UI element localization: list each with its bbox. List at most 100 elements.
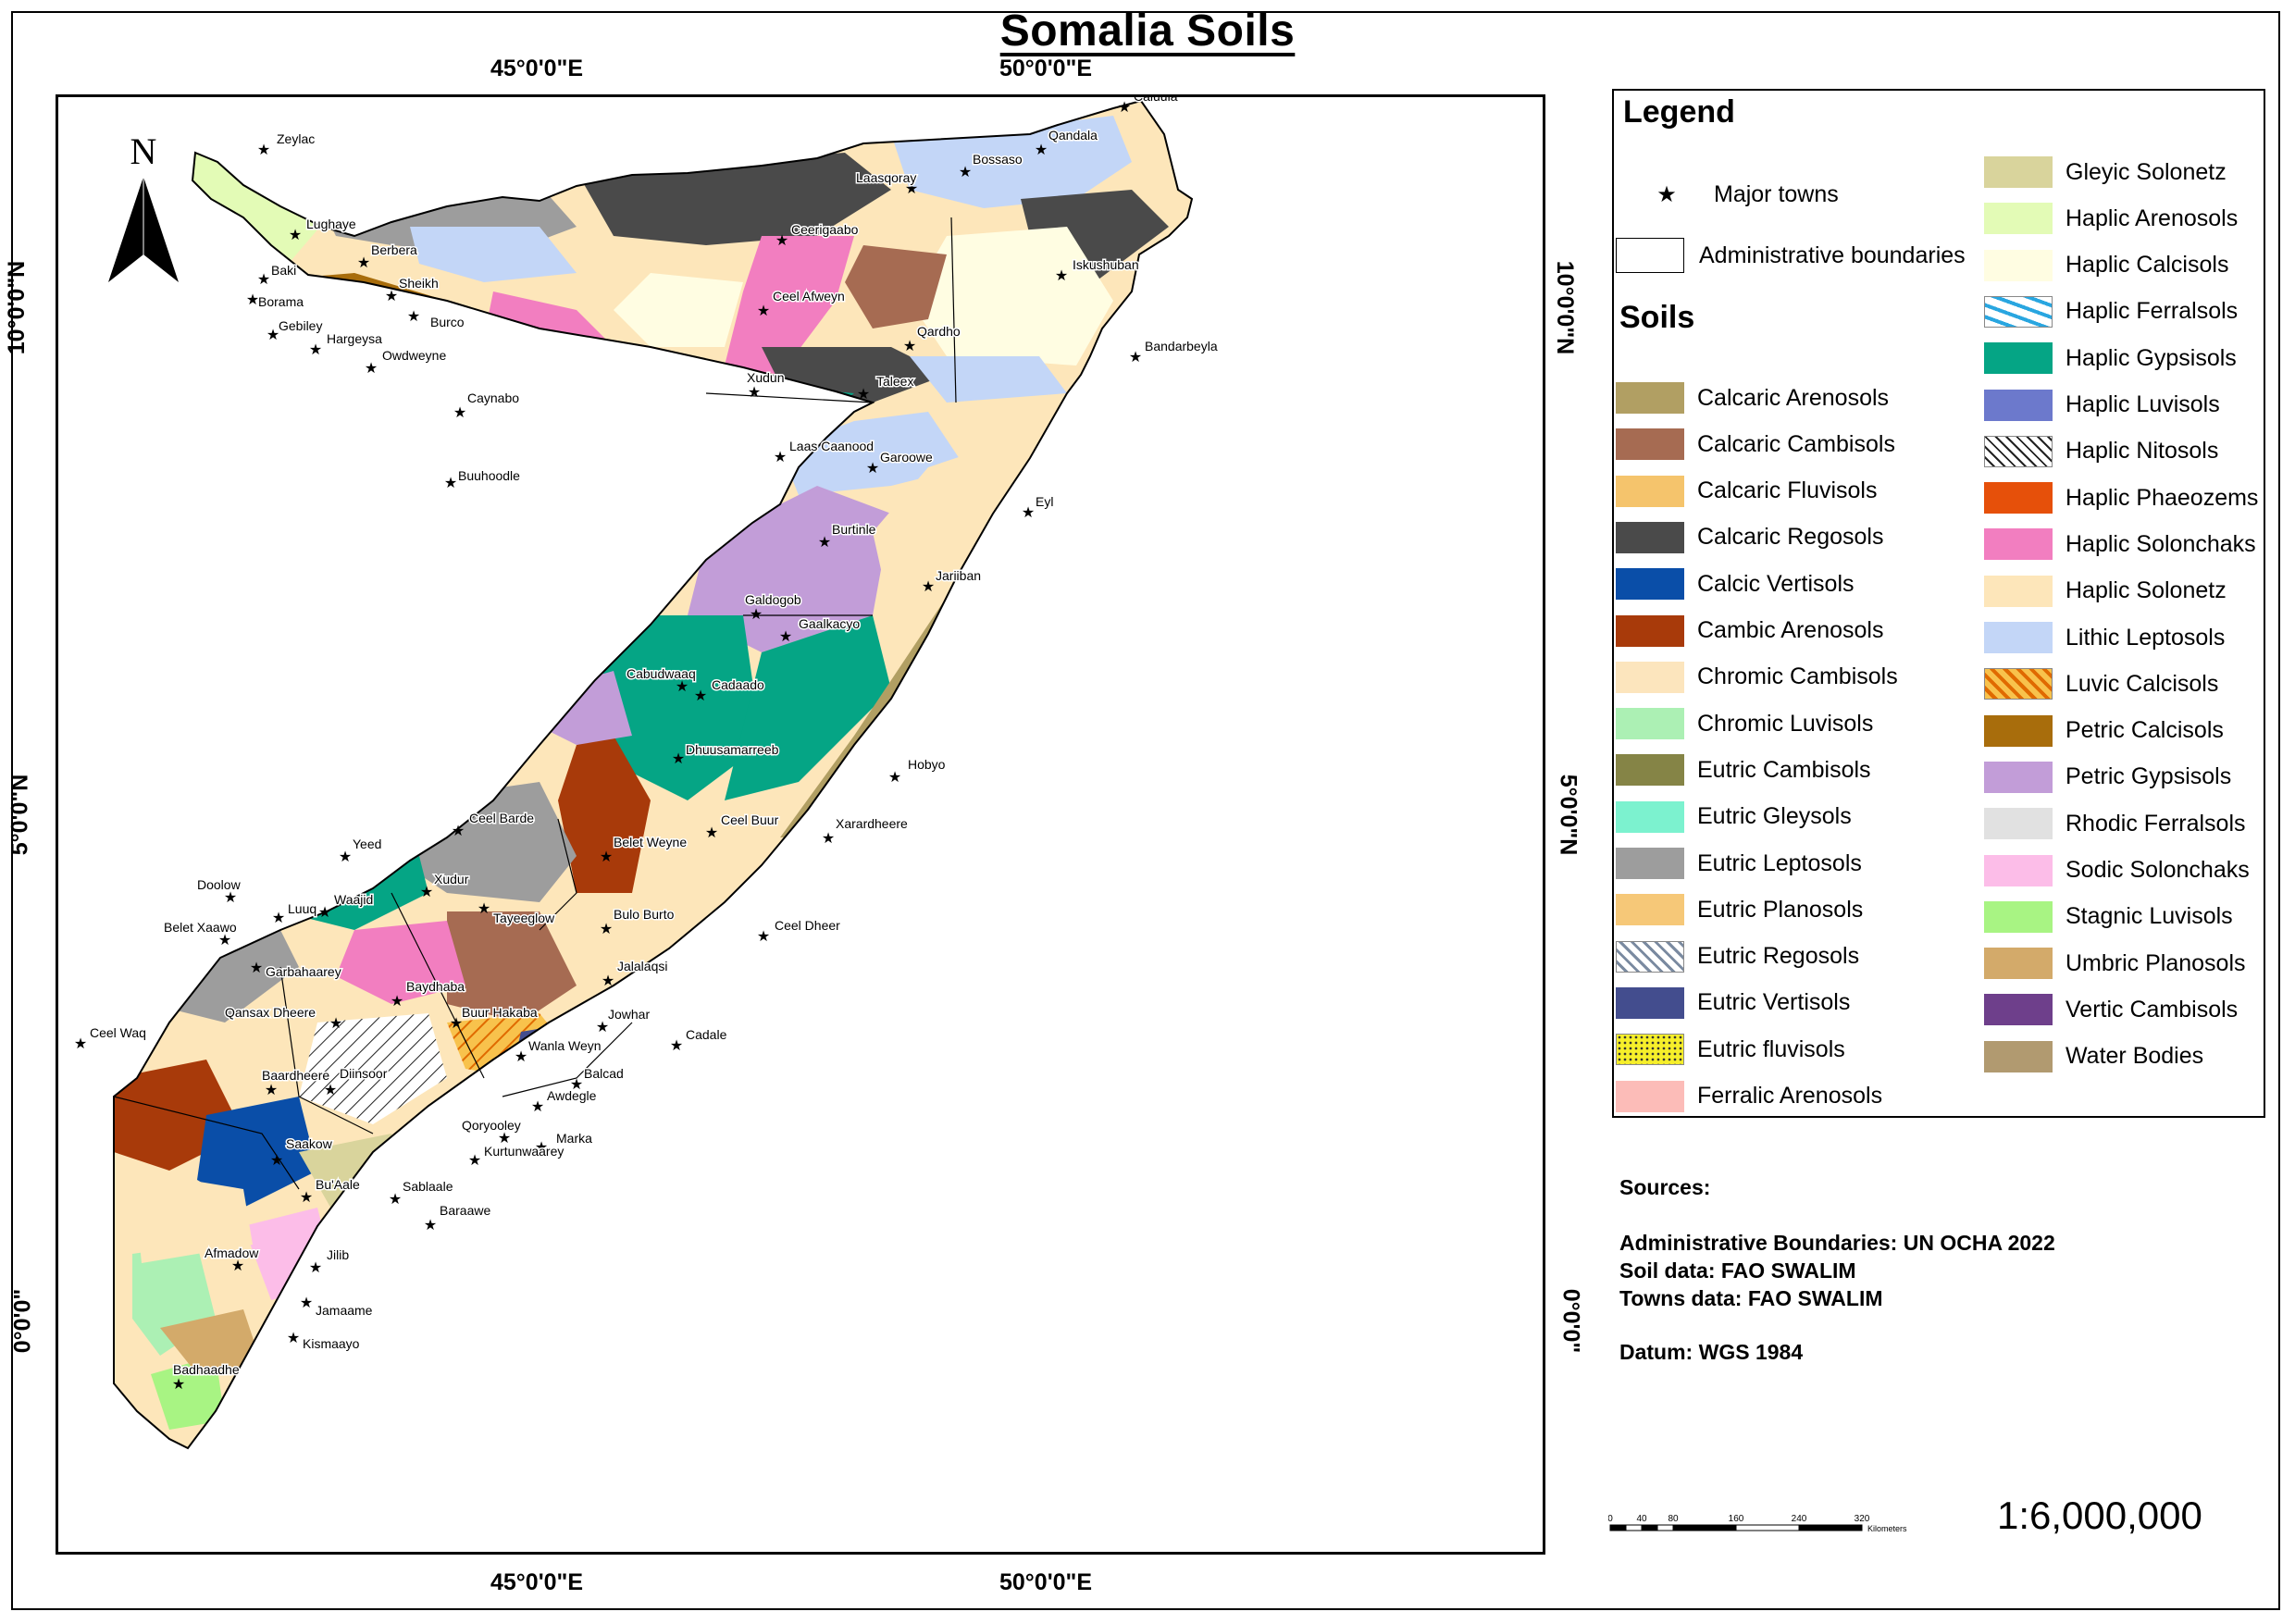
town-label: Borama	[258, 294, 304, 309]
star-icon: ★	[74, 1035, 87, 1052]
star-icon: ★	[267, 326, 279, 343]
town-marker: ★ Kurtunwaarey	[468, 1143, 565, 1170]
town-label: Wanla Weyn	[528, 1038, 602, 1053]
town-marker: ★Tayeeglow	[478, 899, 557, 927]
star-icon: ★	[672, 750, 685, 767]
star-icon: ★	[444, 474, 457, 491]
legend-admin-row: Administrative boundaries	[1616, 237, 1966, 274]
star-icon: ★	[748, 383, 761, 401]
soil-label: Calcaric Fluvisols	[1697, 477, 1878, 504]
star-icon: ★	[705, 824, 718, 841]
coord-left-5: 5°0'0"N	[6, 774, 33, 856]
soil-eutric-regosols	[540, 356, 632, 403]
soil-leptosols-sheikh	[410, 227, 577, 282]
star-icon: ★	[498, 1129, 511, 1147]
town-marker: ★ Jamaame	[300, 1294, 374, 1320]
star-icon: ★	[694, 687, 707, 704]
soil-swatch	[1984, 575, 2053, 607]
map-title: Somalia Soils	[999, 6, 1296, 56]
soil-label: Chromic Luvisols	[1697, 710, 1874, 737]
star-icon: ★	[272, 909, 285, 926]
soil-haplic-calcisols	[910, 227, 1113, 366]
town-marker: ★ Luuq	[272, 900, 318, 927]
star-icon: ★	[570, 1075, 583, 1093]
soil-swatch	[1984, 808, 2053, 840]
sources-soil: Soil data: FAO SWALIM	[1619, 1258, 1856, 1283]
town-label: Taleex	[876, 374, 913, 389]
legend-soil-item: Calcaric Arenosols	[1616, 379, 1889, 416]
admin-line	[502, 1022, 633, 1097]
soil-swatch	[1984, 528, 2053, 561]
soil-gypsisols-dhuusamarreeb	[595, 615, 762, 800]
star-icon: ★	[257, 270, 270, 288]
legend-soil-item: Calcaric Cambisols	[1616, 426, 1895, 463]
town-label: Marka	[556, 1131, 592, 1146]
legend-soil-item: Eutric Gleysols	[1616, 799, 1852, 836]
town-marker: ★Caynabo	[453, 390, 521, 422]
soil-swatch	[1616, 940, 1684, 973]
town-marker: ★Borama	[246, 291, 305, 311]
scale-segment	[1798, 1524, 1863, 1531]
scale-unit-label: Kilometers	[1867, 1524, 1907, 1533]
town-marker: ★Baraawe	[424, 1202, 492, 1234]
star-icon: ★	[757, 927, 770, 945]
scale-ratio: 1:6,000,000	[1997, 1494, 2202, 1537]
soil-haplic-nitosols	[299, 1013, 447, 1124]
soil-swatch	[1984, 854, 2053, 886]
map-panel[interactable]: N ★ Zeylac ★ Lughaye ★ Baki ★ Borama ★ Gebiley ★ Ha…	[56, 94, 1545, 1555]
town-label: Baraawe	[440, 1203, 490, 1218]
town-marker: ★ Garbahaarey	[250, 959, 342, 981]
town-label: Cadale	[686, 1027, 727, 1042]
star-icon: ★	[822, 829, 835, 847]
legend-soil-item: Lithic Leptosols	[1984, 619, 2225, 656]
town-marker: ★Bossaso	[959, 151, 1024, 181]
town-marker: ★Qandala	[1035, 127, 1099, 159]
scale-tick-label: 40	[1636, 1514, 1647, 1524]
town-label: Sheikh	[399, 276, 439, 291]
town-marker: ★Sheikh	[385, 275, 440, 305]
town-label: Belet Weyne	[614, 835, 687, 849]
town-marker: ★Garoowe	[866, 449, 935, 477]
soil-gypsisols-ceelbuur	[725, 615, 891, 800]
coord-right-5: 5°0'0"N	[1555, 774, 1582, 856]
town-label: Bandarbeyla	[1145, 339, 1218, 353]
soil-polygons	[114, 101, 1192, 1448]
town-label: Yeed	[353, 837, 381, 851]
soil-swatch	[1984, 156, 2053, 188]
soil-label: Umbric Planosols	[2066, 949, 2246, 976]
coord-left-10: 10°0'0"N	[4, 260, 31, 355]
town-marker: ★ Marka	[535, 1130, 594, 1157]
town-label: Belet Xaawo	[164, 920, 237, 935]
star-icon: ★	[515, 1048, 527, 1065]
town-label: Baydhaba	[406, 979, 465, 994]
town-marker: ★Awdegle	[531, 1087, 598, 1116]
soil-label: Eutric Cambisols	[1697, 756, 1871, 783]
star-icon: ★	[318, 903, 331, 921]
town-marker: ★Galdogob	[744, 591, 803, 624]
star-icon: ★	[300, 1294, 313, 1311]
town-marker: ★Doolow	[196, 876, 243, 907]
legend-soil-item: Haplic Calcisols	[1984, 247, 2228, 284]
star-icon: ★	[600, 848, 613, 865]
soil-label: Haplic Calcisols	[2066, 252, 2229, 279]
town-label: Kurtunwaarey	[484, 1144, 564, 1159]
soil-swatch	[1616, 568, 1684, 601]
star-icon: ★	[287, 1329, 300, 1346]
star-icon: ★	[903, 337, 916, 354]
country-outline	[113, 99, 1194, 1450]
star-icon: ★	[670, 1036, 683, 1054]
soil-label: Petric Calcisols	[2066, 717, 2224, 744]
legend-soil-item: Umbric Planosols	[1984, 945, 2246, 982]
soil-label: Water Bodies	[2066, 1043, 2204, 1070]
town-label: Qoryooley	[462, 1118, 521, 1133]
admin-line	[950, 217, 957, 403]
soil-label: Haplic Phaeozems	[2066, 484, 2259, 511]
legend-soil-item: Haplic Gypsisols	[1984, 340, 2237, 377]
town-label: Hobyo	[908, 757, 946, 772]
town-marker: ★Saakow	[270, 1135, 334, 1170]
scale-segment	[1735, 1524, 1800, 1531]
star-icon: ★	[779, 627, 792, 645]
soil-map[interactable]: N ★Zeylac★Lughaye★ Baki★Borama★Gebiley★Ha…	[58, 97, 1543, 1552]
town-marker: ★ Hobyo	[888, 756, 947, 787]
star-icon: ★	[468, 1151, 481, 1169]
